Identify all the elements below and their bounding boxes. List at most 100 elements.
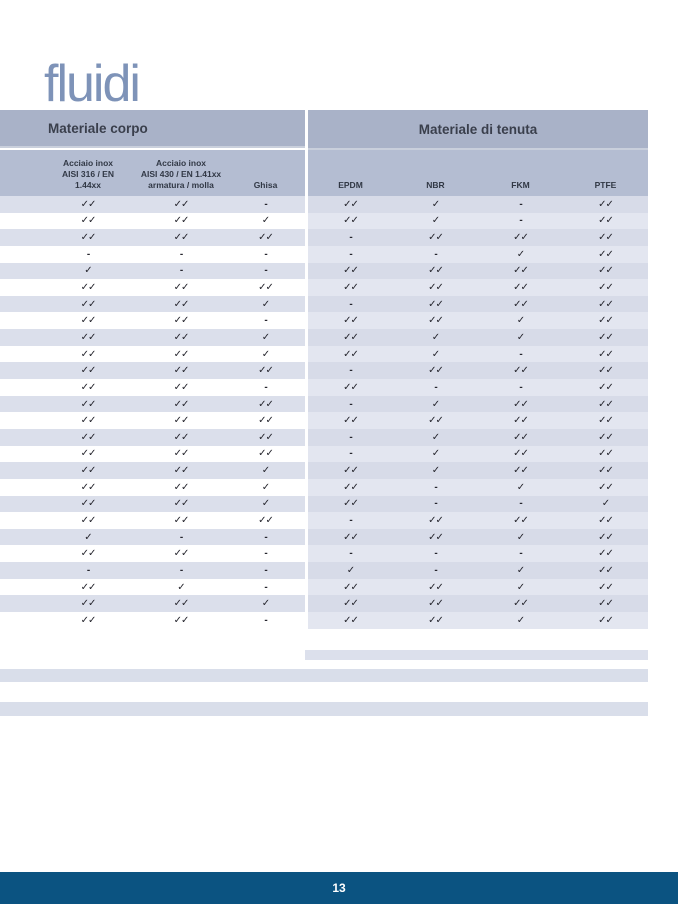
cell: ✓✓: [598, 348, 614, 360]
table-row: ✓✓ ✓✓ - ✓✓ - - ✓✓: [0, 379, 648, 396]
cell: ✓✓: [343, 348, 359, 360]
cell: ✓✓: [598, 232, 614, 244]
cell: -: [349, 548, 352, 560]
cell: ✓✓: [173, 348, 190, 360]
cell: ✓✓: [343, 265, 359, 277]
cell: ✓✓: [513, 431, 529, 443]
cell: -: [264, 548, 267, 560]
cell: ✓✓: [173, 215, 190, 227]
cell: -: [179, 564, 183, 576]
table-row: ✓✓ ✓✓ - ✓✓ ✓✓ ✓ ✓✓: [0, 612, 648, 629]
cell: ✓✓: [173, 614, 190, 626]
cell: ✓✓: [173, 431, 190, 443]
cell: ✓✓: [513, 365, 529, 377]
table-row: ✓✓ ✓✓ ✓✓ - ✓✓ ✓✓ ✓✓: [0, 229, 648, 246]
column-header-ptfe: PTFE: [594, 180, 617, 190]
cell: ✓✓: [428, 598, 444, 610]
cell: ✓: [516, 531, 525, 543]
table-row: ✓✓ ✓✓ ✓✓ - ✓ ✓✓ ✓✓: [0, 445, 648, 463]
cell: -: [349, 514, 352, 526]
cell: ✓✓: [80, 315, 97, 327]
cell: ✓✓: [598, 431, 614, 443]
table-row: ✓✓ ✓✓ ✓✓ - ✓ ✓✓ ✓✓: [0, 395, 648, 413]
cell: ✓✓: [173, 232, 190, 244]
cell: ✓✓: [513, 448, 529, 460]
table-row: ✓✓ ✓ - ✓✓ ✓✓ ✓ ✓✓: [0, 578, 648, 596]
cell: -: [264, 265, 267, 277]
cell: -: [434, 481, 437, 493]
footer-bar: 13: [0, 872, 678, 904]
page-title: fluidi: [44, 55, 141, 113]
cell: ✓✓: [173, 514, 190, 526]
cell: -: [349, 298, 352, 310]
cell: ✓✓: [598, 265, 614, 277]
cell: -: [434, 498, 437, 510]
table-row: ✓✓ ✓✓ ✓✓ ✓✓ ✓✓ ✓✓ ✓✓: [0, 412, 648, 429]
cell: -: [519, 498, 522, 510]
cell: -: [434, 248, 437, 260]
cell: ✓✓: [598, 514, 614, 526]
cell: ✓✓: [513, 398, 529, 410]
cell: ✓✓: [428, 365, 444, 377]
cell: ✓: [84, 265, 92, 277]
cell: ✓✓: [428, 614, 444, 626]
table-row: ✓✓ ✓✓ - - - - ✓✓: [0, 545, 648, 563]
cell: ✓✓: [513, 465, 529, 477]
column-header-fkm: FKM: [511, 180, 530, 190]
cell: ✓✓: [80, 381, 97, 393]
column-header-aisi-316: Acciaio inox AISI 316 / EN 1.44xx: [62, 158, 114, 190]
table-row: - - - - - ✓ ✓✓: [0, 245, 648, 263]
cell: -: [349, 448, 352, 460]
table-row: ✓✓ ✓✓ ✓ ✓✓ ✓✓ ✓✓ ✓✓: [0, 595, 648, 613]
cell: ✓✓: [343, 381, 359, 393]
cell: ✓✓: [598, 448, 614, 460]
cell: ✓✓: [428, 315, 444, 327]
cell: ✓✓: [428, 282, 444, 294]
cell: ✓✓: [343, 315, 359, 327]
cell: ✓✓: [258, 398, 274, 410]
cell: ✓✓: [258, 365, 274, 377]
cell: -: [519, 348, 522, 360]
cell: ✓✓: [80, 331, 97, 343]
cell: ✓✓: [80, 448, 97, 460]
cell: ✓✓: [80, 398, 97, 410]
cell: ✓: [346, 564, 355, 576]
column-header-aisi-430: Acciaio inox AISI 430 / EN 1.41xx armatu…: [140, 158, 222, 190]
table-row: ✓✓ ✓✓ ✓ ✓✓ - ✓ ✓✓: [0, 478, 648, 496]
cell: ✓✓: [428, 265, 444, 277]
cell: ✓✓: [598, 398, 614, 410]
cell: ✓✓: [513, 282, 529, 294]
cell: ✓✓: [80, 298, 97, 310]
cell: -: [519, 215, 522, 227]
cell: ✓: [84, 531, 92, 543]
cell: ✓: [431, 331, 440, 343]
page-number: 13: [332, 881, 346, 895]
cell: -: [349, 431, 352, 443]
cell: ✓: [431, 431, 440, 443]
cell: ✓✓: [173, 381, 190, 393]
cell: ✓✓: [343, 614, 359, 626]
column-header-group-left: Acciaio inox AISI 316 / EN 1.44xx Acciai…: [0, 150, 305, 196]
cell: ✓✓: [343, 282, 359, 294]
cell: ✓✓: [80, 215, 97, 227]
table-row: ✓✓ ✓✓ ✓✓ - ✓✓ ✓✓ ✓✓: [0, 512, 648, 529]
cell: ✓✓: [80, 348, 97, 360]
cell: ✓✓: [428, 581, 444, 593]
cell: ✓✓: [343, 198, 359, 210]
cell: ✓: [516, 581, 525, 593]
cell: ✓: [261, 598, 270, 610]
cell: -: [264, 198, 267, 210]
cell: ✓✓: [598, 215, 614, 227]
table-row: ✓ - - ✓✓ ✓✓ ✓✓ ✓✓: [0, 262, 648, 280]
cell: ✓✓: [428, 298, 444, 310]
table-row: ✓✓ ✓✓ - ✓✓ ✓✓ ✓ ✓✓: [0, 312, 648, 330]
table-row: ✓✓ ✓✓ ✓ - ✓✓ ✓✓ ✓✓: [0, 295, 648, 313]
cell: -: [349, 365, 352, 377]
cell: ✓✓: [513, 415, 529, 427]
compatibility-table: Materiale corpo Materiale di tenuta Acci…: [0, 110, 648, 629]
cell: ✓✓: [173, 398, 190, 410]
cell: ✓✓: [173, 198, 190, 210]
cell: ✓✓: [343, 498, 359, 510]
cell: ✓✓: [343, 465, 359, 477]
cell: ✓✓: [173, 282, 190, 294]
